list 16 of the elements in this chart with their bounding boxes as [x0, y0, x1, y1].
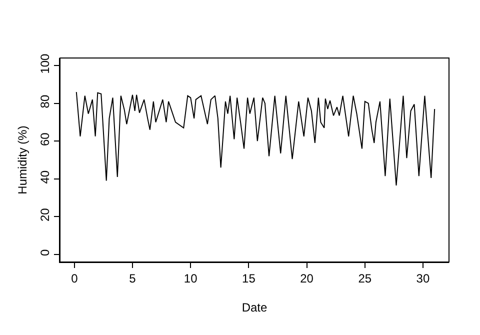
y-axis-title: Humidity (%) [16, 126, 30, 194]
y-tick-label: 40 [38, 170, 52, 184]
y-tick-label: 60 [38, 132, 52, 146]
y-tick-label: 0 [38, 248, 52, 256]
x-tick-label: 0 [71, 271, 78, 286]
y-tick-label: 20 [38, 208, 52, 222]
x-tick-label: 10 [184, 271, 198, 286]
x-tick-label: 15 [242, 271, 256, 286]
x-axis-title: Date [242, 300, 268, 314]
x-tick-label: 25 [358, 271, 372, 286]
line-series [76, 92, 436, 186]
x-tick-label: 5 [129, 271, 136, 286]
x-tick-label: 30 [416, 271, 430, 286]
x-tick-label: 20 [300, 271, 314, 286]
y-tick-label: 100 [38, 53, 52, 74]
y-tick-label: 80 [38, 94, 52, 108]
